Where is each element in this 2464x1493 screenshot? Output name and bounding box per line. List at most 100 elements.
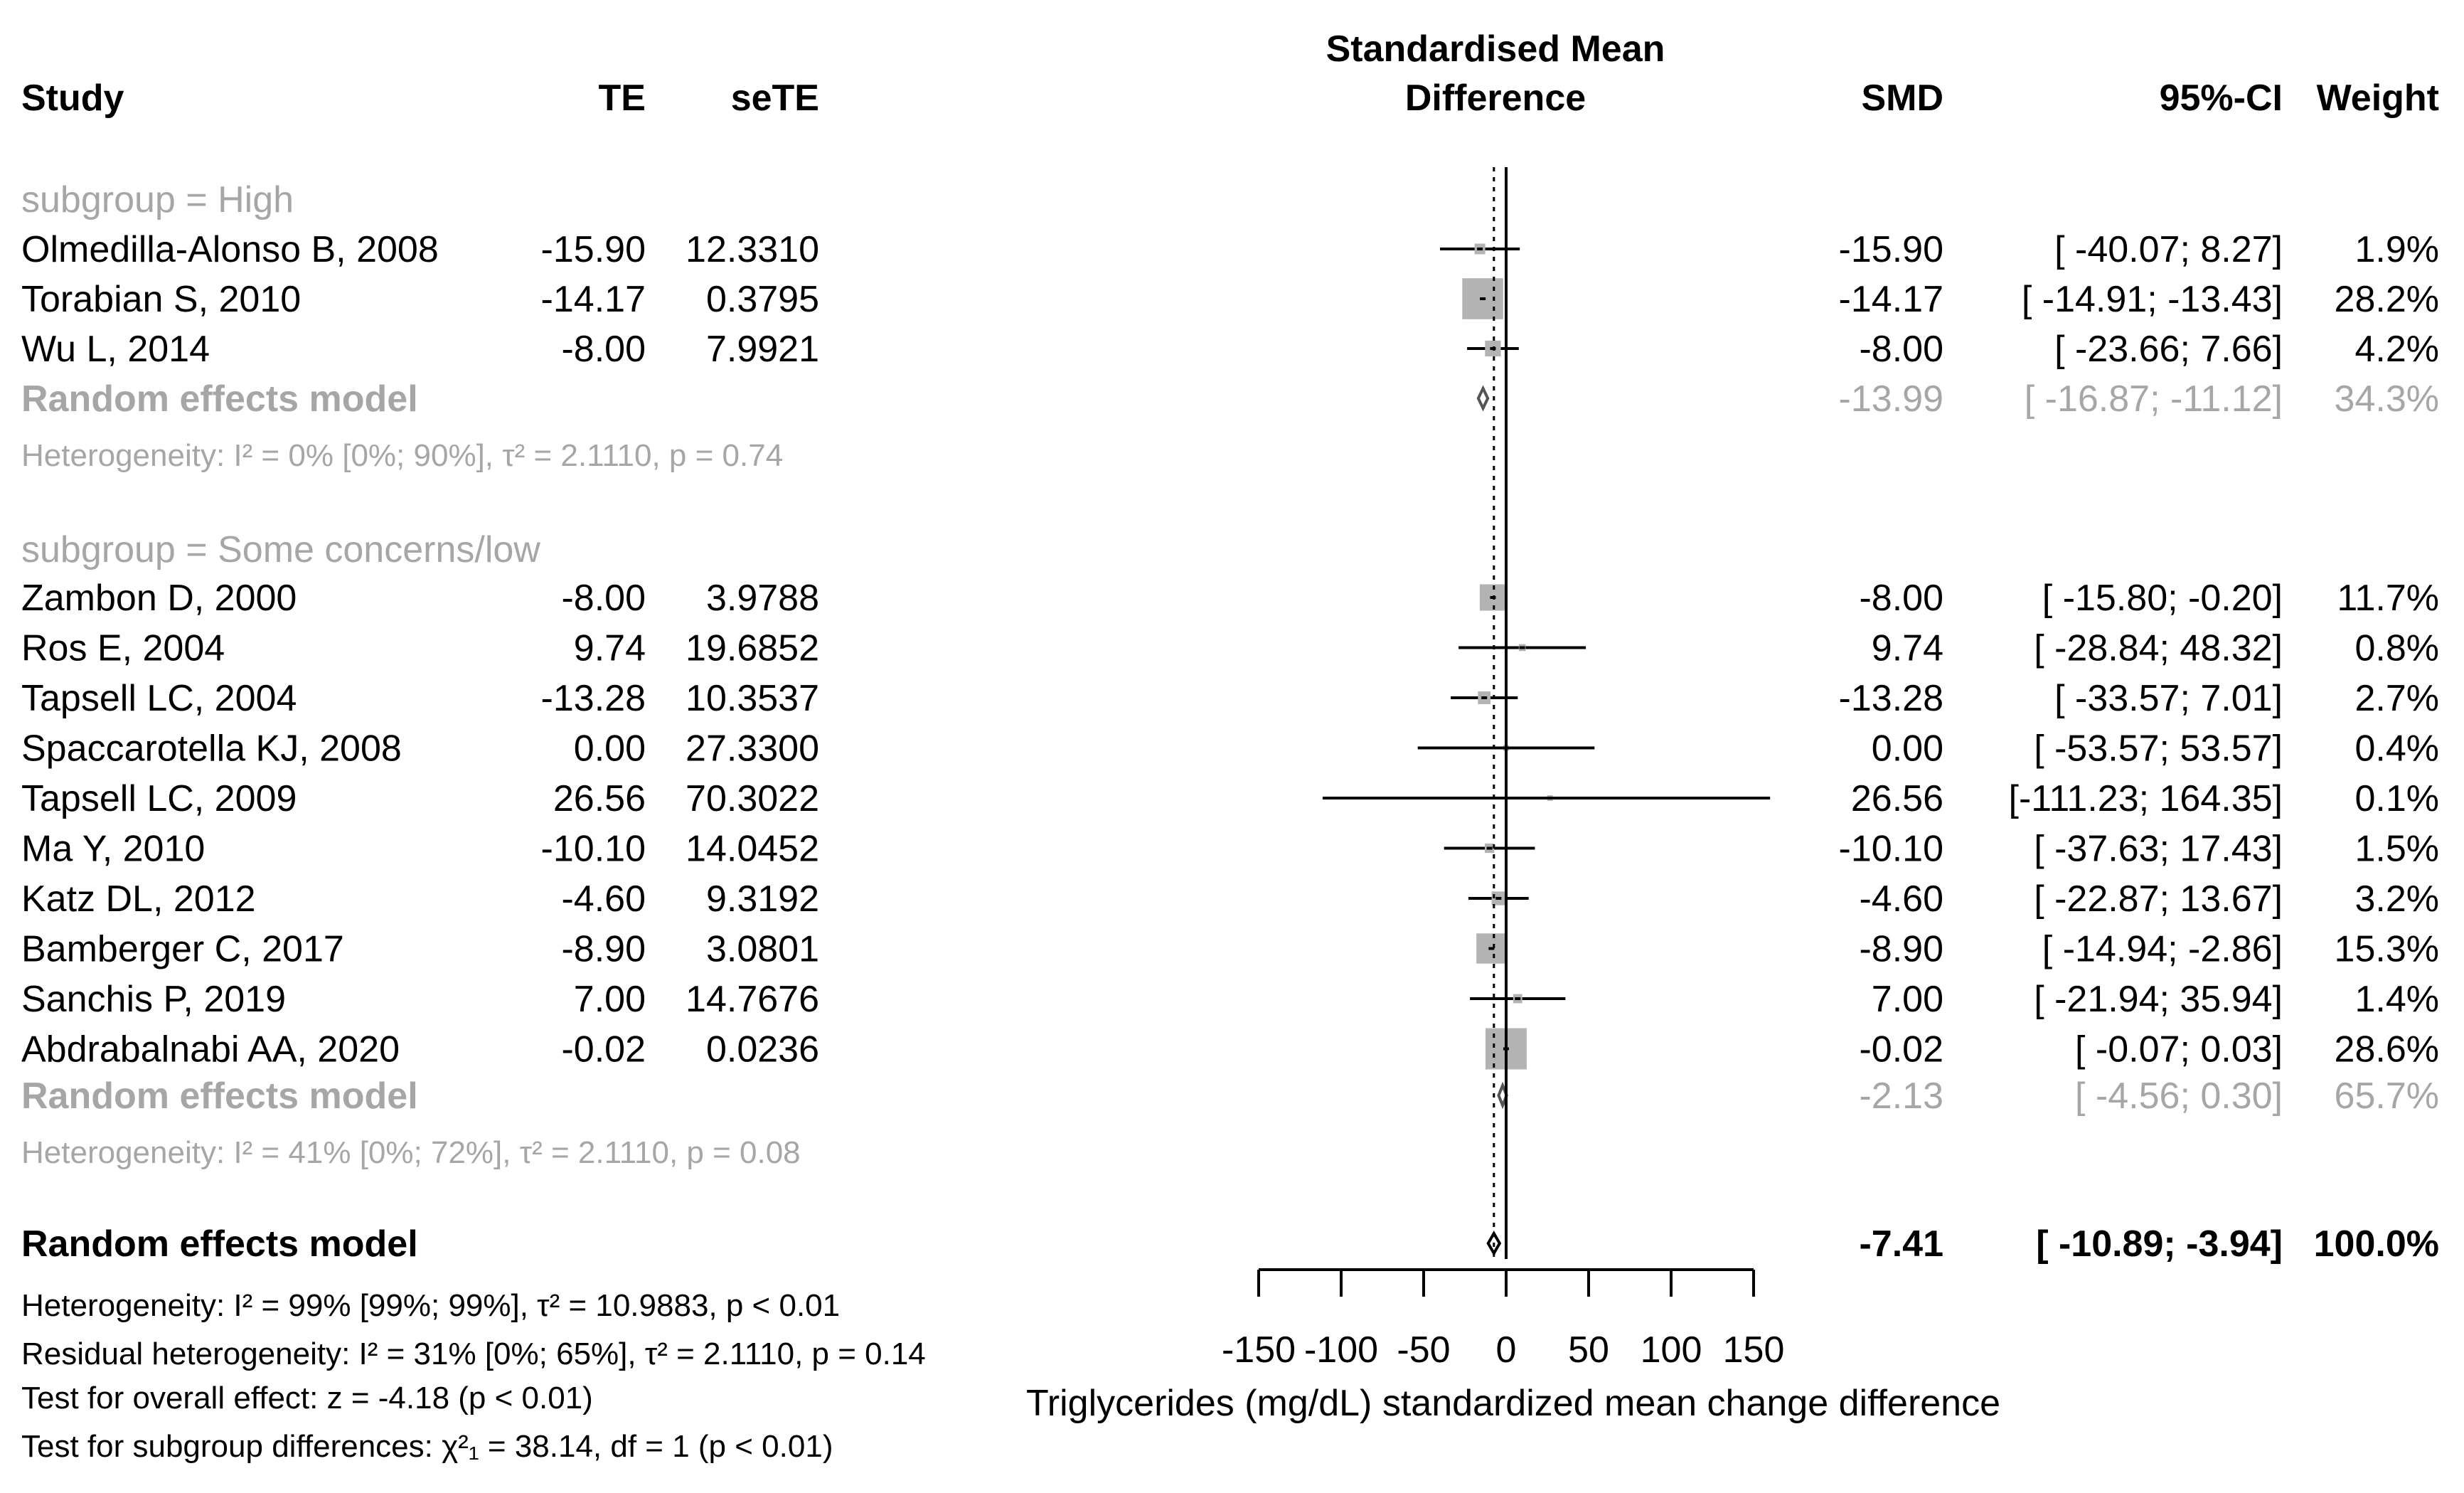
study-ci: [-111.23; 164.35] — [2009, 778, 2283, 819]
study-ci: [ -0.07; 0.03] — [2075, 1029, 2283, 1070]
study-weight: 28.2% — [2335, 279, 2439, 320]
study-sete: 27.3300 — [686, 728, 819, 770]
study-sete: 14.7676 — [686, 979, 819, 1020]
model-smd: -7.41 — [1859, 1223, 1943, 1265]
study-name: Spaccarotella KJ, 2008 — [21, 728, 402, 770]
study-smd: -0.02 — [1859, 1029, 1943, 1070]
study-smd: -15.90 — [1839, 229, 1943, 270]
study-smd: 9.74 — [1872, 628, 1943, 669]
x-tick-label: -50 — [1397, 1329, 1450, 1371]
study-te: -10.10 — [541, 829, 646, 870]
model-weight: 34.3% — [2335, 378, 2439, 420]
study-smd: -8.00 — [1859, 578, 1943, 619]
study-sete: 19.6852 — [686, 628, 819, 669]
study-name: Katz DL, 2012 — [21, 878, 256, 920]
study-weight: 2.7% — [2354, 678, 2439, 719]
study-weight: 4.2% — [2354, 329, 2439, 370]
study-name: Ma Y, 2010 — [21, 829, 205, 870]
study-weight: 1.4% — [2354, 979, 2439, 1020]
study-sete: 3.0801 — [706, 929, 819, 970]
study-ci: [ -23.66; 7.66] — [2054, 329, 2283, 370]
header-smd: SMD — [1861, 78, 1943, 119]
study-te: 7.00 — [574, 979, 646, 1020]
study-sete: 0.3795 — [706, 279, 819, 320]
model-smd: -13.99 — [1839, 378, 1943, 420]
x-tick-label: 50 — [1568, 1329, 1609, 1371]
model-weight: 100.0% — [2314, 1223, 2439, 1265]
study-smd: 26.56 — [1851, 778, 1943, 819]
study-name: Tapsell LC, 2009 — [21, 778, 297, 819]
subgroup-label: subgroup = High — [21, 179, 294, 221]
study-weight: 1.9% — [2354, 229, 2439, 270]
study-te: 0.00 — [574, 728, 646, 770]
model-diamond — [1486, 1230, 1502, 1257]
study-smd: -13.28 — [1839, 678, 1943, 719]
study-name: Sanchis P, 2019 — [21, 979, 286, 1020]
study-sete: 14.0452 — [686, 829, 819, 870]
study-ci: [ -14.94; -2.86] — [2042, 929, 2283, 970]
header-study: Study — [21, 78, 124, 119]
study-sete: 7.9921 — [706, 329, 819, 370]
x-tick-label: 100 — [1641, 1329, 1702, 1371]
study-weight: 0.8% — [2354, 628, 2439, 669]
footer-statistic: Heterogeneity: I² = 99% [99%; 99%], τ² =… — [21, 1288, 840, 1323]
study-te: -4.60 — [561, 878, 646, 920]
model-diamond — [1476, 385, 1490, 412]
study-sete: 10.3537 — [686, 678, 819, 719]
header-effect-line1: Standardised Mean — [1326, 28, 1665, 70]
footer-statistic: Residual heterogeneity: I² = 31% [0%; 65… — [21, 1337, 926, 1371]
study-ci: [ -40.07; 8.27] — [2054, 229, 2283, 270]
heterogeneity-text: Heterogeneity: I² = 41% [0%; 72%], τ² = … — [21, 1135, 801, 1170]
x-tick-label: -150 — [1222, 1329, 1296, 1371]
study-te: -14.17 — [541, 279, 646, 320]
study-sete: 0.0236 — [706, 1029, 819, 1070]
study-ci: [ -28.84; 48.32] — [2034, 628, 2283, 669]
model-ci: [ -16.87; -11.12] — [2025, 378, 2283, 420]
study-weight: 28.6% — [2335, 1029, 2439, 1070]
study-ci: [ -15.80; -0.20] — [2042, 578, 2283, 619]
study-te: -15.90 — [541, 229, 646, 270]
model-label: Random effects model — [21, 1223, 418, 1265]
study-name: Wu L, 2014 — [21, 329, 210, 370]
study-weight: 15.3% — [2335, 929, 2439, 970]
study-te: -8.00 — [561, 329, 646, 370]
study-sete: 70.3022 — [686, 778, 819, 819]
study-sete: 9.3192 — [706, 878, 819, 920]
study-weight: 11.7% — [2337, 578, 2439, 619]
study-name: Abdrabalnabi AA, 2020 — [21, 1029, 400, 1070]
study-name: Torabian S, 2010 — [21, 279, 301, 320]
study-name: Zambon D, 2000 — [21, 578, 297, 619]
study-te: -8.00 — [561, 578, 646, 619]
study-ci: [ -37.63; 17.43] — [2034, 829, 2283, 870]
study-ci: [ -33.57; 7.01] — [2054, 678, 2283, 719]
header-ci: 95%-CI — [2160, 78, 2283, 119]
study-smd: 0.00 — [1872, 728, 1943, 770]
header-te: TE — [599, 78, 646, 119]
study-sete: 12.3310 — [686, 229, 819, 270]
study-name: Bamberger C, 2017 — [21, 929, 344, 970]
x-tick-label: -100 — [1304, 1329, 1378, 1371]
study-smd: -14.17 — [1839, 279, 1943, 320]
study-weight: 0.1% — [2354, 778, 2439, 819]
study-ci: [ -21.94; 35.94] — [2034, 979, 2283, 1020]
study-weight: 3.2% — [2354, 878, 2439, 920]
model-ci: [ -10.89; -3.94] — [2036, 1223, 2283, 1265]
study-te: -8.90 — [561, 929, 646, 970]
study-weight: 0.4% — [2354, 728, 2439, 770]
heterogeneity-text: Heterogeneity: I² = 0% [0%; 90%], τ² = 2… — [21, 438, 783, 473]
study-ci: [ -14.91; -13.43] — [2022, 279, 2283, 320]
study-name: Olmedilla-Alonso B, 2008 — [21, 229, 439, 270]
study-te: -0.02 — [561, 1029, 646, 1070]
study-smd: -10.10 — [1839, 829, 1943, 870]
model-smd: -2.13 — [1859, 1075, 1943, 1117]
study-smd: -8.00 — [1859, 329, 1943, 370]
header-weight: Weight — [2317, 78, 2439, 119]
study-smd: -4.60 — [1859, 878, 1943, 920]
study-smd: -8.90 — [1859, 929, 1943, 970]
model-weight: 65.7% — [2335, 1075, 2439, 1117]
header-sete: seTE — [731, 78, 819, 119]
subgroup-label: subgroup = Some concerns/low — [21, 529, 540, 570]
study-ci: [ -22.87; 13.67] — [2034, 878, 2283, 920]
x-tick-label: 0 — [1496, 1329, 1517, 1371]
